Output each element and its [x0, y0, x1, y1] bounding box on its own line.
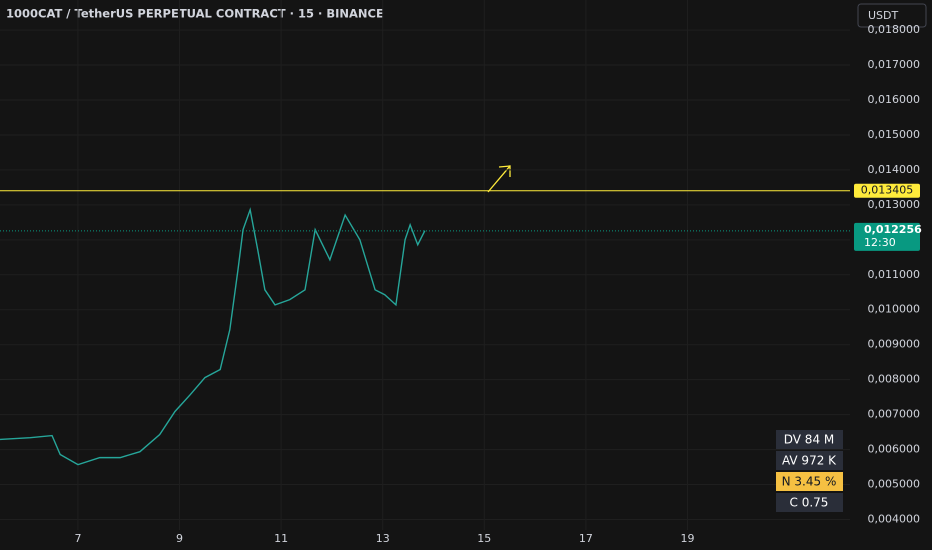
indicator-box [776, 451, 843, 470]
x-tick-label: 15 [477, 532, 491, 545]
indicator-label: C 0.75 [790, 496, 829, 510]
x-tick-label: 17 [579, 532, 593, 545]
y-tick-label: 0,009000 [868, 338, 921, 351]
y-tick-label: 0,014000 [868, 163, 921, 176]
x-tick-label: 7 [74, 532, 81, 545]
last-price-box [854, 222, 920, 251]
indicator-box [776, 430, 843, 449]
last-price-label: 0,012256 [864, 223, 922, 236]
level-label: 0,013405 [861, 184, 914, 197]
indicator-label: AV 972 K [782, 454, 837, 468]
currency-label[interactable]: USDT [868, 9, 899, 22]
y-tick-label: 0,006000 [868, 443, 921, 456]
y-tick-label: 0,004000 [868, 513, 921, 526]
price-line [0, 207, 426, 466]
level-label-box [854, 183, 920, 198]
chart-title: 1000CAT / TetherUS PERPETUAL CONTRACT · … [6, 7, 384, 21]
indicator-label: N 3.45 % [782, 475, 837, 489]
y-tick-label: 0,015000 [868, 128, 921, 141]
y-tick-label: 0,013000 [868, 198, 921, 211]
x-tick-label: 9 [176, 532, 183, 545]
currency-button[interactable] [857, 3, 927, 28]
indicator-label: DV 84 M [784, 433, 835, 447]
y-tick-label: 0,018000 [868, 23, 921, 36]
y-tick-label: 0,005000 [868, 478, 921, 491]
indicator-box [776, 472, 843, 491]
countdown-label: 12:30 [864, 236, 896, 249]
y-tick-label: 0,008000 [868, 373, 921, 386]
indicator-box [776, 493, 843, 512]
y-tick-label: 0,011000 [868, 268, 921, 281]
arrow-head [498, 165, 511, 177]
y-tick-label: 0,010000 [868, 303, 921, 316]
y-tick-label: 0,016000 [868, 93, 921, 106]
x-tick-label: 11 [274, 532, 288, 545]
y-tick-label: 0,007000 [868, 408, 921, 421]
x-tick-label: 19 [680, 532, 694, 545]
x-tick-label: 13 [376, 532, 390, 545]
y-tick-label: 0,017000 [868, 58, 921, 71]
